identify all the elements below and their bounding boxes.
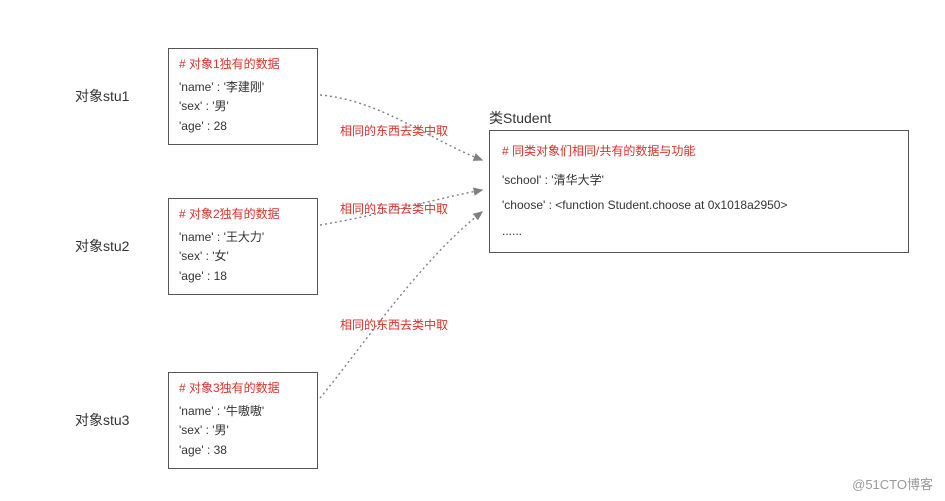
object-2-line: 'name' : '王大力' xyxy=(179,228,307,247)
class-box: # 同类对象们相同/共有的数据与功能 'school' : '清华大学' 'ch… xyxy=(489,130,909,253)
object-3-line: 'age' : 38 xyxy=(179,441,307,460)
arrow-label-3: 相同的东西去类中取 xyxy=(340,316,448,333)
object-2-title: # 对象2独有的数据 xyxy=(179,205,307,224)
object-2-label: 对象stu2 xyxy=(75,236,129,256)
class-label: 类Student xyxy=(489,108,551,128)
object-1-title: # 对象1独有的数据 xyxy=(179,55,307,74)
class-line: 'choose' : <function Student.choose at 0… xyxy=(502,193,896,218)
object-2-box: # 对象2独有的数据 'name' : '王大力' 'sex' : '女' 'a… xyxy=(168,198,318,295)
class-line: ...... xyxy=(502,219,896,244)
watermark: @51CTO博客 xyxy=(852,474,933,493)
object-3-line: 'name' : '牛嗷嗷' xyxy=(179,402,307,421)
object-1-box: # 对象1独有的数据 'name' : '李建刚' 'sex' : '男' 'a… xyxy=(168,48,318,145)
arrow-path-3 xyxy=(320,212,482,398)
arrow-label-1: 相同的东西去类中取 xyxy=(340,122,448,139)
class-title: # 同类对象们相同/共有的数据与功能 xyxy=(502,139,896,164)
object-3-line: 'sex' : '男' xyxy=(179,421,307,440)
class-line: 'school' : '清华大学' xyxy=(502,168,896,193)
object-1-line: 'sex' : '男' xyxy=(179,97,307,116)
object-2-line: 'age' : 18 xyxy=(179,267,307,286)
object-3-title: # 对象3独有的数据 xyxy=(179,379,307,398)
object-1-line: 'name' : '李建刚' xyxy=(179,78,307,97)
object-2-line: 'sex' : '女' xyxy=(179,247,307,266)
object-1-line: 'age' : 28 xyxy=(179,117,307,136)
object-3-box: # 对象3独有的数据 'name' : '牛嗷嗷' 'sex' : '男' 'a… xyxy=(168,372,318,469)
arrow-label-2: 相同的东西去类中取 xyxy=(340,200,448,217)
object-1-label: 对象stu1 xyxy=(75,86,129,106)
object-3-label: 对象stu3 xyxy=(75,410,129,430)
